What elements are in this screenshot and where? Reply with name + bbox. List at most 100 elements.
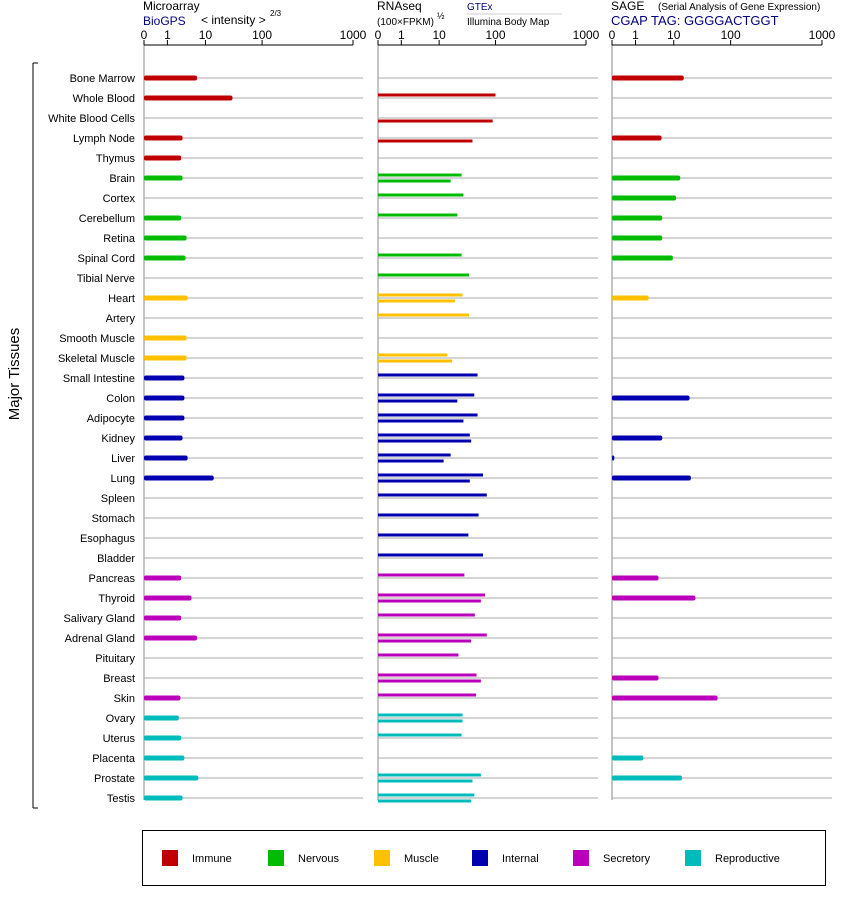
bar: [378, 493, 487, 497]
tissue-label: Bone Marrow: [70, 73, 135, 85]
bar: [378, 459, 444, 463]
scale-exponent: 2/3: [270, 9, 282, 18]
panel-title: RNAseq: [377, 0, 422, 13]
bar: [144, 235, 187, 241]
bar: [378, 679, 481, 683]
panel-subtitle: (Serial Analysis of Gene Expression): [658, 2, 820, 13]
bar: [378, 353, 448, 357]
bar: [378, 773, 481, 777]
x-tick-label: 0: [141, 28, 148, 42]
bar: [144, 795, 183, 801]
tissue-label: Artery: [106, 313, 136, 325]
bar: [378, 533, 469, 537]
bar: [378, 299, 455, 303]
bar: [144, 695, 181, 701]
bar: [144, 375, 185, 381]
bar: [378, 373, 478, 377]
bar: [144, 335, 187, 341]
tissue-label: Cerebellum: [79, 213, 135, 225]
bar: [144, 95, 233, 101]
x-tick-label: 10: [199, 28, 213, 42]
bar: [378, 413, 478, 417]
bar: [144, 775, 199, 781]
tissue-label: Uterus: [103, 733, 136, 745]
bar: [612, 695, 718, 701]
bar: [612, 295, 649, 301]
x-tick-label: 0: [609, 28, 616, 42]
y-axis-label: Major Tissues: [6, 328, 23, 421]
tissue-label: Spleen: [101, 493, 135, 505]
legend-label: Internal: [502, 853, 539, 865]
tissue-label: Ovary: [106, 713, 136, 725]
bar: [612, 675, 659, 681]
bar: [612, 195, 677, 201]
bar: [612, 455, 615, 461]
bar: [612, 175, 681, 181]
bar: [378, 653, 459, 657]
bar: [378, 693, 476, 697]
tissue-label: Adipocyte: [87, 413, 135, 425]
panel-title: Microarray: [143, 0, 200, 13]
bar: [378, 479, 470, 483]
bar: [144, 395, 185, 401]
panel-title: SAGE: [611, 0, 644, 13]
tissue-label: Pituitary: [95, 653, 135, 665]
bar: [144, 435, 183, 441]
bar: [378, 799, 472, 803]
legend-swatch: [374, 850, 390, 866]
tissue-label: Skeletal Muscle: [58, 353, 135, 365]
tissue-label: Placenta: [92, 753, 136, 765]
tissue-label: Adrenal Gland: [65, 633, 135, 645]
x-tick-label: 1: [632, 28, 639, 42]
scale-label: (100×FPKM): [377, 17, 434, 28]
tissue-label: Heart: [108, 293, 135, 305]
bar: [144, 595, 192, 601]
tissue-label: Thyroid: [98, 593, 135, 605]
tissue-label: Testis: [107, 793, 136, 805]
bar: [378, 139, 473, 143]
legend-label: Immune: [192, 853, 232, 865]
legend-swatch: [472, 850, 488, 866]
legend-label: Secretory: [603, 853, 651, 865]
x-tick-label: 0: [375, 28, 382, 42]
bar: [144, 175, 183, 181]
tissue-label: Breast: [103, 673, 135, 685]
bar: [378, 473, 484, 477]
bar: [612, 75, 684, 81]
bar: [378, 613, 475, 617]
bar: [144, 455, 188, 461]
x-tick-label: 1: [398, 28, 405, 42]
bar: [378, 639, 472, 643]
tissue-label: Brain: [109, 173, 135, 185]
bar: [144, 135, 183, 141]
bar: [378, 453, 451, 457]
bar: [612, 595, 696, 601]
bar: [378, 253, 462, 257]
bar: [378, 313, 470, 317]
bar: [144, 295, 188, 301]
bar: [612, 435, 663, 441]
bar: [378, 193, 464, 197]
bar: [378, 439, 472, 443]
x-tick-label: 100: [721, 28, 741, 42]
bar: [378, 399, 458, 403]
legend-swatch: [573, 850, 589, 866]
bar: [144, 755, 185, 761]
bar: [144, 475, 214, 481]
bar: [378, 633, 487, 637]
bar: [378, 793, 475, 797]
tissue-label: Lung: [111, 473, 135, 485]
panel-source: BioGPS: [143, 14, 186, 28]
tissue-label: Cortex: [103, 193, 136, 205]
bar: [378, 553, 484, 557]
legend-swatch: [268, 850, 284, 866]
tissue-label: Pancreas: [89, 573, 136, 585]
legend-swatch: [685, 850, 701, 866]
bar: [378, 359, 453, 363]
tissue-label: Kidney: [101, 433, 135, 445]
legend-label: Reproductive: [715, 853, 780, 865]
bar: [378, 779, 473, 783]
tissue-label: Esophagus: [80, 533, 136, 545]
x-tick-label: 100: [252, 28, 272, 42]
